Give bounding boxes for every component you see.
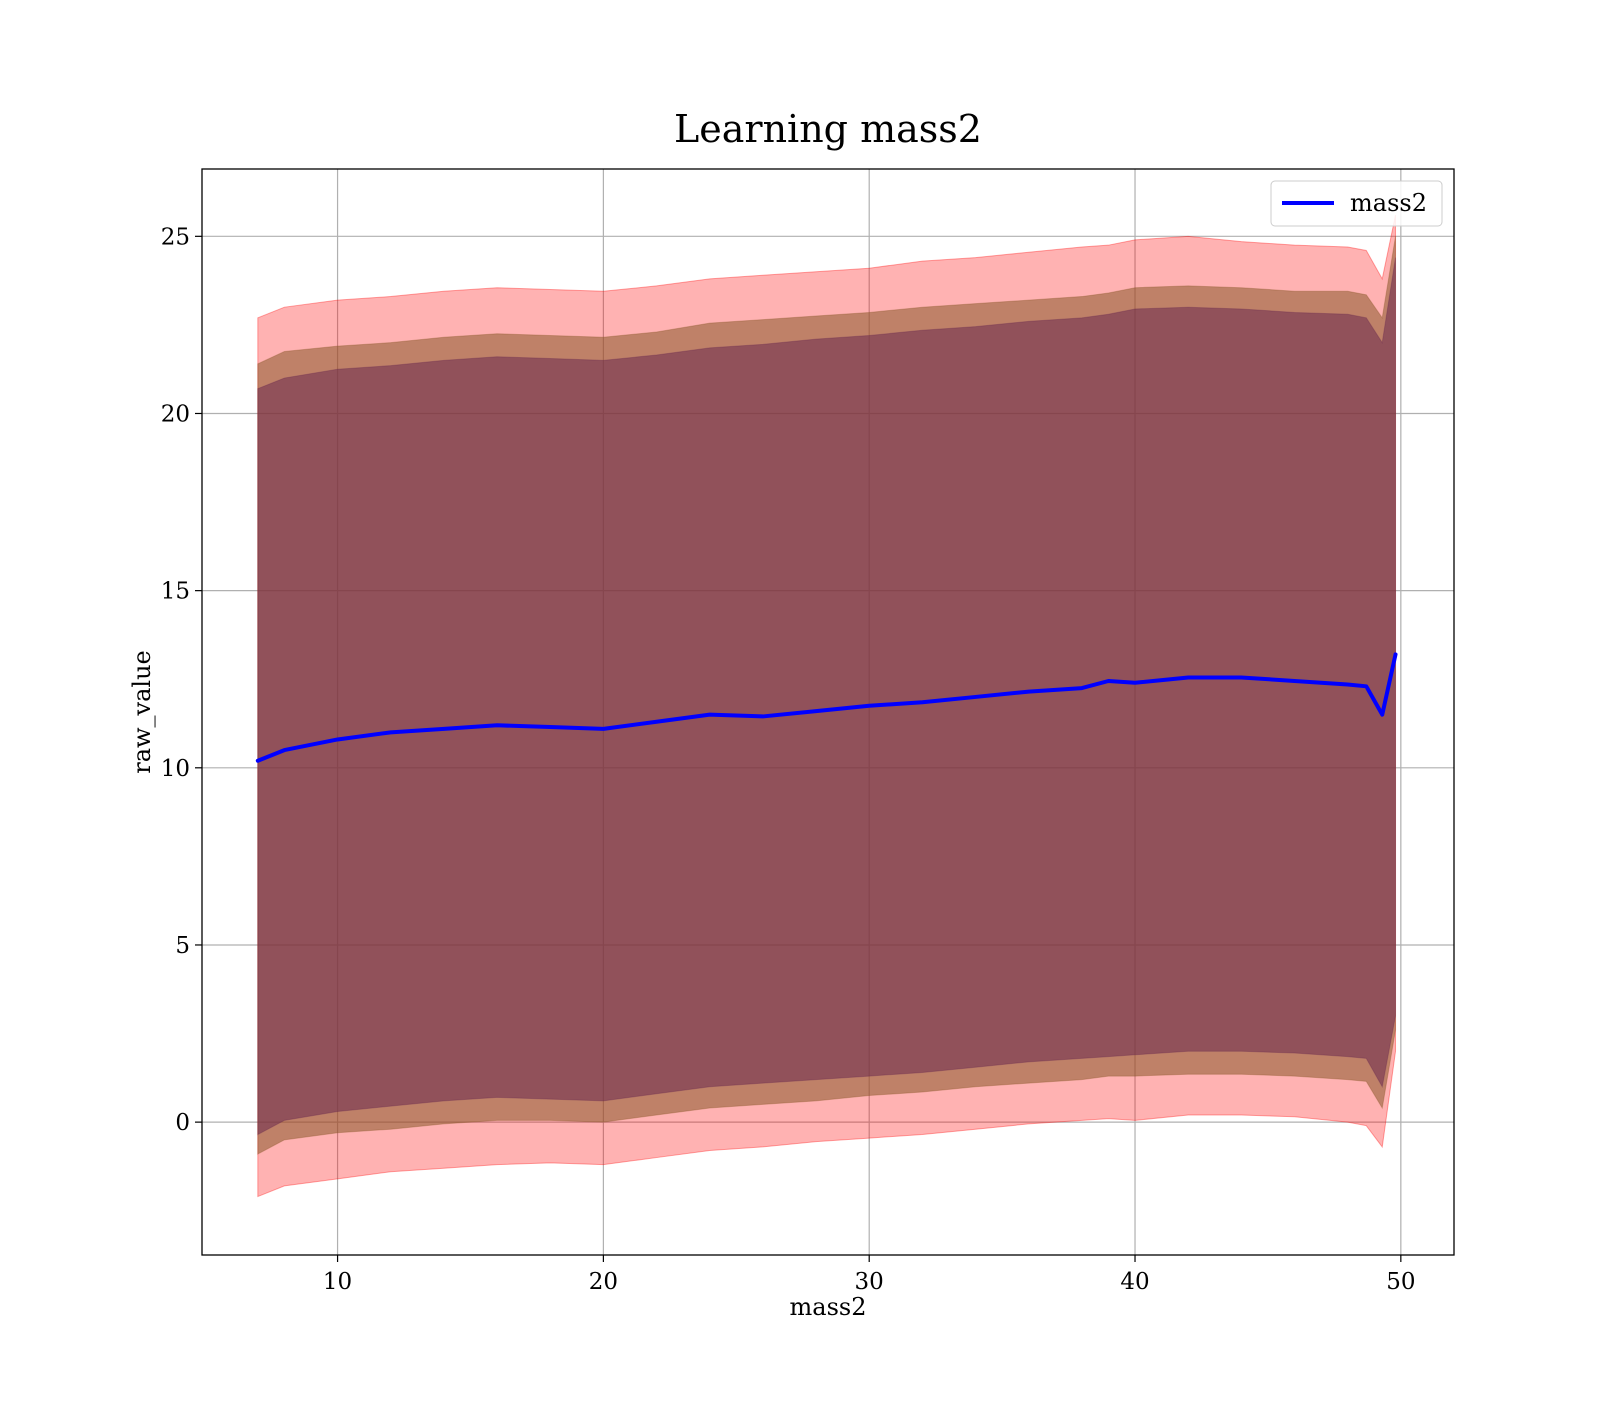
- y-tick-label: 25: [161, 224, 190, 250]
- x-tick-label: 30: [855, 1269, 884, 1295]
- y-tick-label: 20: [161, 401, 190, 427]
- y-tick-label: 15: [161, 579, 190, 605]
- plot-area-frame: [201, 168, 1455, 1256]
- x-tick-label: 20: [589, 1269, 618, 1295]
- x-tick-label: 50: [1386, 1269, 1415, 1295]
- legend: mass2: [1270, 180, 1443, 227]
- x-tick-label: 40: [1120, 1269, 1149, 1295]
- legend-box: [1270, 180, 1443, 227]
- y-tick-label: 0: [175, 1110, 190, 1136]
- axis-ticks: 10 20 30 40 50 0 5 10 15 20 25: [161, 224, 1416, 1295]
- y-tick-label: 5: [175, 933, 190, 959]
- series-lines: [255, 652, 1398, 763]
- legend-label-mass2: mass2: [1350, 189, 1427, 217]
- x-tick-label: 10: [323, 1269, 352, 1295]
- x-axis-label: mass2: [790, 1293, 867, 1321]
- y-tick-label: 10: [161, 756, 190, 782]
- band-inner: [257, 257, 1397, 1136]
- y-axis-label: raw_value: [128, 650, 156, 774]
- series-line-mass2: [255, 652, 1398, 763]
- confidence-bands: [257, 214, 1397, 1198]
- chart-title: Learning mass2: [674, 107, 982, 151]
